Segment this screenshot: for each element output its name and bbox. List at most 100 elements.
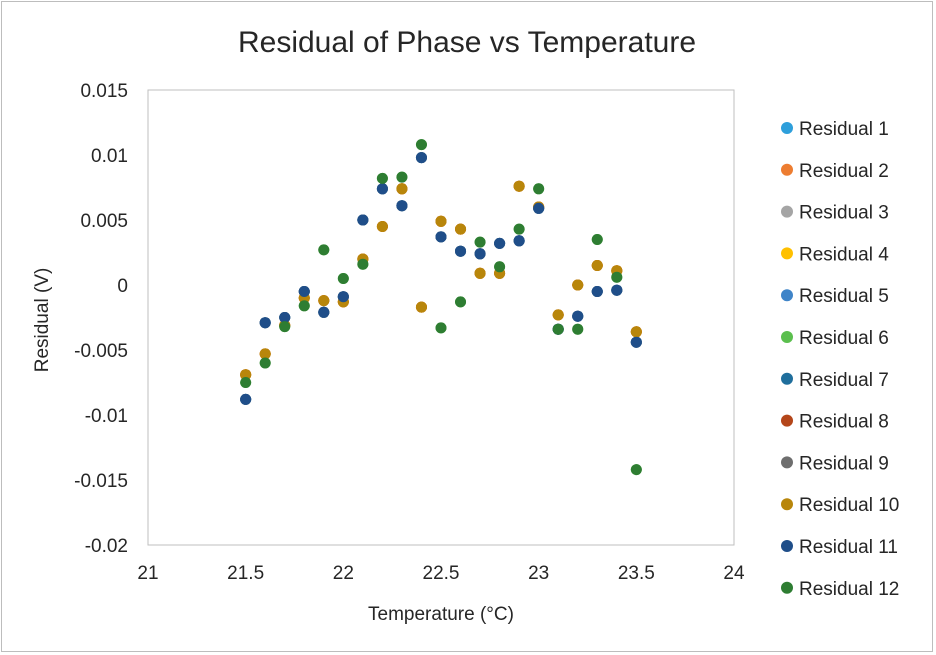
data-point [376,183,388,195]
data-point [396,200,408,212]
legend-label: Residual 2 [799,161,889,182]
plot-area [147,89,735,546]
series-residual-7 [240,152,642,405]
data-point [513,180,525,192]
data-point [572,279,584,291]
series-residual-11 [240,152,642,405]
data-point [240,393,252,405]
data-point [533,202,545,214]
legend-marker [781,372,793,385]
data-point [552,309,564,321]
data-point [435,231,447,243]
data-point [513,223,525,235]
data-point [415,152,427,164]
y-tick-label: 0.01 [91,146,128,167]
data-point [318,244,330,256]
series-residual-1 [240,152,642,405]
data-point [396,183,408,195]
legend-marker [781,122,793,134]
data-point [611,271,623,283]
x-tick-label: 21 [137,563,158,584]
legend-label: Residual 5 [799,286,889,307]
legend-item: Residual 1 [781,119,889,140]
legend-marker [781,414,793,427]
legend-marker [781,289,793,302]
series-residual-8 [240,180,642,381]
data-point [630,326,642,338]
data-point [533,183,545,195]
legend-marker [781,331,793,343]
x-tick-label: 21.5 [227,563,264,584]
legend-label: Residual 6 [799,328,889,349]
data-point [494,237,506,249]
series-residual-2 [240,180,642,381]
y-tick-label: -0.01 [85,406,128,427]
data-point [259,357,271,369]
legend-item: Residual 8 [781,412,889,433]
legend-item: Residual 6 [781,328,889,349]
data-point [435,322,447,334]
legend-marker [781,498,793,511]
legend-marker [781,540,793,552]
legend-item: Residual 4 [781,244,889,265]
data-point [630,464,642,476]
series-residual-10 [240,180,642,381]
x-tick-label: 22.5 [423,563,460,584]
data-point [572,310,584,322]
series-residual-9 [240,152,642,405]
data-point [572,323,584,335]
y-tick-label: 0.005 [80,211,128,232]
data-point [337,273,349,284]
data-point [415,139,427,151]
data-point [337,291,349,303]
data-point [474,267,486,279]
data-point [396,171,408,183]
x-tick-label: 22 [333,563,354,584]
legend-marker [781,247,793,260]
data-point [240,369,252,381]
legend-item: Residual 9 [781,453,889,474]
legend-label: Residual 8 [799,412,889,433]
data-point [591,234,603,245]
data-point [474,236,486,248]
legend-item: Residual 3 [781,203,889,224]
legend-label: Residual 4 [799,244,889,265]
legend-label: Residual 10 [799,495,899,516]
data-point [259,317,271,329]
data-point [455,245,467,257]
y-tick-label: -0.02 [85,536,128,557]
x-tick-label: 23.5 [618,563,655,584]
y-tick-label: -0.005 [74,341,128,362]
legend-marker [781,205,793,218]
series-residual-5 [240,152,642,405]
data-point [455,223,467,235]
data-point [240,377,252,388]
legend: Residual 1 Residual 2 Residual 3 Residual 4… [781,119,899,600]
data-point [357,214,369,226]
x-tick-label: 24 [723,563,745,584]
data-point [357,258,369,270]
x-axis-label: Temperature (°C) [368,604,514,625]
data-point [318,306,330,318]
legend-marker [781,163,793,176]
data-point [318,295,330,307]
x-axis-ticks: 21 21.5 22 22.5 23 23.5 24 [137,563,745,584]
legend-marker [781,456,793,469]
data-point [591,286,603,297]
legend-item: Residual 10 [781,495,899,516]
data-point [435,215,447,227]
legend-item: Residual 7 [781,370,889,391]
y-axis-ticks: 0.015 0.01 0.005 0 -0.005 -0.01 -0.015 -0.02 [74,81,128,557]
series-residual-4 [240,180,642,381]
legend-label: Residual 11 [799,537,898,558]
legend-item: Residual 5 [781,286,889,307]
legend-marker [781,581,793,594]
y-tick-label: -0.015 [74,471,128,492]
data-point [494,261,506,273]
data-point [455,296,467,308]
data-point [591,260,603,271]
data-point [279,321,291,333]
series-residual-3 [240,152,642,405]
